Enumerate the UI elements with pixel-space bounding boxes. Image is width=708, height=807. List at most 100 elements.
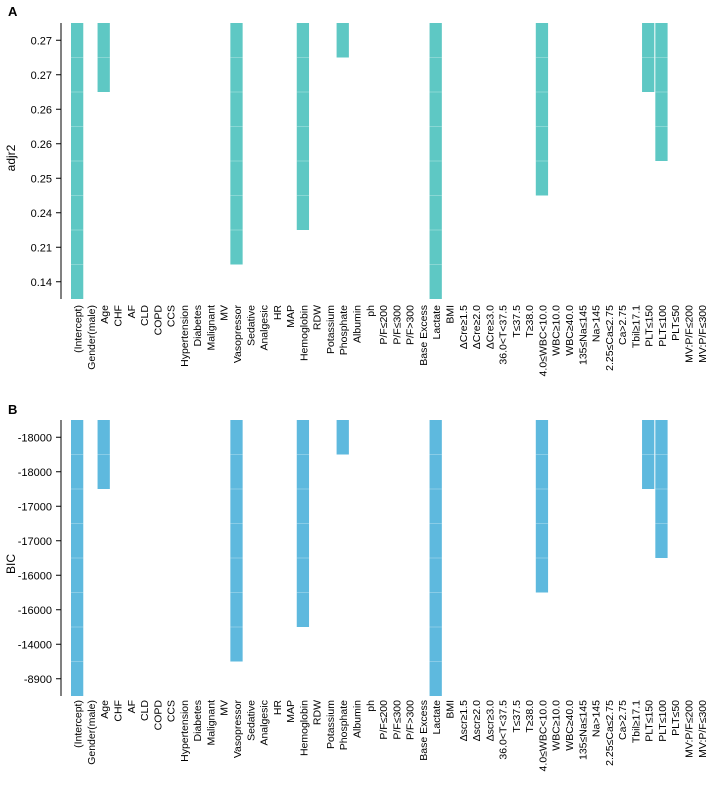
- panel-a-x-tick-label: COPD: [152, 305, 164, 336]
- panel-a-y-tick-label: 0.27: [31, 35, 52, 47]
- panel-a-y-tick-label: 0.25: [31, 173, 52, 185]
- panel-b-x-tick-label: HR: [272, 700, 284, 716]
- panel-a-label: A: [8, 4, 18, 19]
- panel-b-x-tick-label: Vasopressor: [232, 700, 244, 759]
- panel-b-y-tick-label: -17000: [18, 501, 52, 513]
- panel-b-x-tick-label: Δscr≥2.0: [471, 700, 483, 742]
- panel-a-x-tick-label: Tbil≥17.1: [630, 305, 642, 348]
- panel-a-x-tick-label: MAP: [285, 305, 297, 328]
- panel-b-x-tick-label: PLT≤150: [644, 700, 656, 742]
- panel-a-x-tick-label: PLT≤150: [644, 305, 656, 347]
- panel-b-y-axis-title: BIC: [4, 554, 18, 574]
- panel-b-x-tick-label: Sedative: [245, 700, 257, 741]
- panel-a-x-tick-label: MV:P/F≤300: [697, 305, 708, 363]
- panel-a-y-tick-label: 0.26: [31, 139, 52, 151]
- panel-b-bar: [429, 420, 442, 696]
- panel-b-y-tick-label: -8900: [24, 674, 52, 686]
- panel-b-x-tick-label: Gender(male): [86, 700, 98, 765]
- panel-b-x-tick-label: Ca>2.75: [617, 700, 629, 740]
- panel-a-bar-fill: [642, 23, 655, 92]
- panel-a-y-tick-label: 0.27: [31, 70, 52, 82]
- panel-a-x-tick-label: Vasopressor: [232, 305, 244, 364]
- panel-b-bar-fill: [296, 420, 310, 627]
- panel-b-x-tick-label: Hypertension: [179, 700, 191, 762]
- panel-b-x-tick-label: WBC≥40.0: [564, 700, 576, 751]
- panel-b-x-tick-label: P/F≤300: [391, 700, 403, 740]
- panel-b-y-tick-label: -18000: [18, 432, 52, 444]
- panel-b-bar-fill: [642, 420, 655, 489]
- panel-a-bar-fill: [97, 23, 110, 92]
- panel-b-x-tick-label: 4.0≤WBC<10.0: [537, 700, 549, 772]
- panel-b-bar-fill: [535, 420, 549, 593]
- panel-a-bar: [429, 23, 442, 299]
- panel-b-x-tick-label: WBC≥10.0: [551, 700, 563, 751]
- panel-a-x-tick-label: BMI: [444, 305, 456, 324]
- panel-b-bar: [535, 420, 549, 593]
- panel-a-x-tick-label: Hemoglobin: [298, 305, 310, 361]
- panel-a-x-tick-label: Hypertension: [179, 305, 191, 367]
- panel-b-x-tick-label: 135≤Na≤145: [577, 700, 589, 760]
- panel-a-x-tick-label: Lactate: [431, 305, 443, 340]
- panel-b-x-tick-label: MV: [219, 700, 231, 716]
- panel-b-x-tick-label: BMI: [444, 700, 456, 719]
- panel-b: B BIC -18000 -18000 -17000 -17000 -16000 -1600…: [0, 398, 708, 807]
- panel-a-x-tick-label: Age: [99, 305, 111, 324]
- panel-b-y-tick-label: -14000: [18, 639, 52, 651]
- panel-a-x-tick-label: Potassium: [325, 305, 337, 354]
- panel-a-x-tick-label: Ca>2.75: [617, 305, 629, 345]
- panel-b-x-tick-label: PLT≤50: [670, 700, 682, 736]
- panel-b-x-tick-label: 2.25≤Ca≤2.75: [604, 700, 616, 766]
- panel-a-x-tick-label: HR: [272, 305, 284, 321]
- panel-b-y-tick-label: -17000: [18, 536, 52, 548]
- panel-a-x-tick-label: (Intercept): [73, 305, 85, 353]
- panel-b-x-tick-label: MV:P/F≤200: [684, 700, 696, 758]
- panel-a-x-tick-label: 4.0≤WBC<10.0: [537, 305, 549, 377]
- panel-a-bar-fill: [230, 23, 243, 265]
- panel-b-bar-fill: [230, 420, 243, 662]
- panel-b-x-tick-label: Hemoglobin: [298, 700, 310, 756]
- panel-a-x-tick-label: Diabetes: [192, 305, 204, 346]
- panel-b-bar-fill: [429, 420, 442, 696]
- panel-b-bar-fill: [336, 420, 349, 455]
- panel-a-x-tick-label: P/F≤200: [378, 305, 390, 345]
- panel-b-x-tick-label: Na>145: [591, 700, 603, 737]
- panel-a-x-tick-label: Malignant: [205, 305, 217, 351]
- panel-b-x-tick-label: Age: [99, 700, 111, 719]
- panel-a-x-tick-label: AF: [126, 305, 138, 318]
- panel-a-chart: adjr2 0.27 0.27 0.26 0.26 0.25 0.24 0.21 0.14 (In…: [4, 23, 708, 377]
- panel-a-bar-fill: [535, 23, 549, 196]
- panel-b-y-tick-label: -16000: [18, 570, 52, 582]
- panel-a-x-tick-label: Sedative: [245, 305, 257, 346]
- panel-a-y-tick-label: 0.21: [31, 242, 52, 254]
- panel-b-x-tick-label: Malignant: [205, 700, 217, 746]
- panel-b-x-tick-label: Tbil≥17.1: [630, 700, 642, 743]
- panel-a-x-tick-label: CLD: [139, 305, 151, 326]
- panel-b-x-tick-label: Analgesic: [259, 700, 271, 746]
- panel-a-x-tick-label: ΔCre≥1.5: [458, 305, 470, 349]
- panel-b-x-tick-label: Δscr≥1.5: [458, 700, 470, 742]
- panel-a-x-tick-label: Analgesic: [259, 305, 271, 351]
- panel-b-x-tick-label: ph: [365, 700, 377, 712]
- panel-a-bar-fill: [429, 23, 442, 299]
- panel-b-bar-fill: [71, 420, 84, 696]
- panel-a-bar-fill: [71, 23, 84, 299]
- panel-a-y-tick-label: 0.14: [31, 277, 52, 289]
- panel-a-x-tick-label: ΔCre≥3.0: [484, 305, 496, 349]
- panel-a-bar: [336, 23, 349, 58]
- panel-b-x-tick-label: CCS: [166, 700, 178, 722]
- panel-b-x-tick-label: T≤37.5: [511, 700, 523, 733]
- panel-b-x-tick-label: AF: [126, 700, 138, 713]
- panel-a-bar: [655, 23, 668, 161]
- panel-b-bar: [336, 420, 349, 455]
- panel-a-x-tick-label: CCS: [166, 305, 178, 327]
- panel-a-bar-fill: [296, 23, 310, 230]
- panel-b-bar-fill: [655, 420, 668, 558]
- panel-b-x-tick-label: CHF: [112, 700, 124, 722]
- panel-b-bar: [642, 420, 655, 489]
- panel-b-y-tick-label: -18000: [18, 467, 52, 479]
- panel-a-x-tick-label: 2.25≤Ca≤2.75: [604, 305, 616, 371]
- panel-b-x-tick-label: Δscr≥3.0: [484, 700, 496, 742]
- panel-a-x-tick-label: P/F>300: [405, 305, 417, 345]
- panel-b-x-tick-label: Albumin: [352, 700, 364, 738]
- panel-a-x-tick-label: Na>145: [591, 305, 603, 342]
